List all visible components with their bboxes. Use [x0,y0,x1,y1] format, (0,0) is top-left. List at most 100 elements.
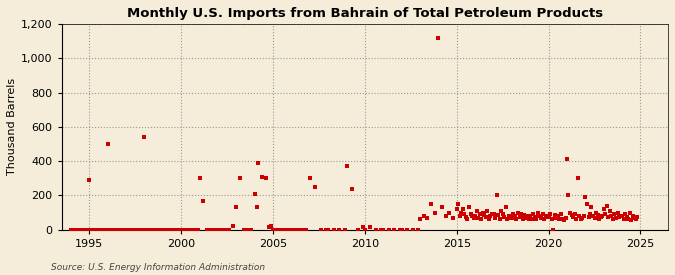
Point [279,228,290,232]
Point [321,228,331,232]
Point [595,215,606,219]
Point [190,228,201,232]
Point [82,228,93,232]
Point [402,228,412,232]
Point [154,228,165,232]
Point [99,228,109,232]
Point [182,228,192,232]
Point [485,214,496,218]
Point [413,228,424,232]
Point [462,217,472,222]
Point [575,217,586,222]
Point [341,164,352,169]
Point [213,228,223,232]
Point [454,214,465,218]
Point [142,228,153,232]
Point [139,135,150,139]
Point [429,210,440,215]
Point [209,228,219,232]
Point [249,192,260,196]
Point [586,205,597,210]
Point [148,228,159,232]
Point [545,212,556,216]
Point [626,218,637,222]
Point [167,228,178,232]
Point [174,228,185,232]
Point [456,210,467,215]
Point [488,212,499,216]
Point [93,228,104,232]
Point [124,228,135,232]
Point [542,214,553,218]
Point [470,214,481,218]
Point [581,202,592,206]
Point [378,228,389,232]
Point [198,198,209,203]
Point [571,216,582,221]
Point [476,217,487,222]
Point [433,35,443,40]
Point [535,216,546,220]
Point [261,176,271,180]
Point [161,228,172,232]
Point [251,205,262,210]
Point [588,214,599,218]
Point [137,228,148,232]
Point [466,214,477,218]
Point [508,212,519,216]
Point [170,228,181,232]
Point [172,228,183,232]
Point [594,217,605,222]
Point [144,228,155,232]
Point [583,215,594,219]
Point [440,214,451,218]
Point [365,225,376,229]
Point [205,228,216,232]
Point [600,212,611,216]
Title: Monthly U.S. Imports from Bahrain of Total Petroleum Products: Monthly U.S. Imports from Bahrain of Tot… [127,7,603,20]
Point [618,217,629,222]
Point [119,228,130,232]
Point [577,216,588,220]
Point [84,178,95,182]
Point [340,228,350,232]
Point [371,228,381,232]
Point [180,228,190,232]
Point [520,216,531,220]
Point [562,157,572,162]
Point [580,195,591,199]
Point [111,228,122,232]
Point [422,216,433,220]
Point [563,193,574,198]
Point [565,210,576,215]
Point [101,228,111,232]
Point [76,228,87,232]
Point [468,216,479,220]
Point [121,228,132,232]
Point [192,228,203,232]
Point [592,213,603,218]
Point [460,215,471,219]
Point [91,228,102,232]
Point [604,209,615,213]
Point [115,228,126,232]
Point [523,216,534,221]
Point [526,217,537,222]
Point [126,228,137,232]
Point [185,228,196,232]
Point [585,212,595,216]
Point [165,228,176,232]
Point [75,228,86,232]
Y-axis label: Thousand Barrels: Thousand Barrels [7,78,17,175]
Point [477,210,488,215]
Point [132,228,142,232]
Point [505,216,516,220]
Point [358,225,369,229]
Point [290,228,300,232]
Point [630,217,641,222]
Point [568,215,578,219]
Point [491,193,502,198]
Point [624,210,635,215]
Text: Source: U.S. Energy Information Administration: Source: U.S. Energy Information Administ… [51,263,265,272]
Point [500,205,511,210]
